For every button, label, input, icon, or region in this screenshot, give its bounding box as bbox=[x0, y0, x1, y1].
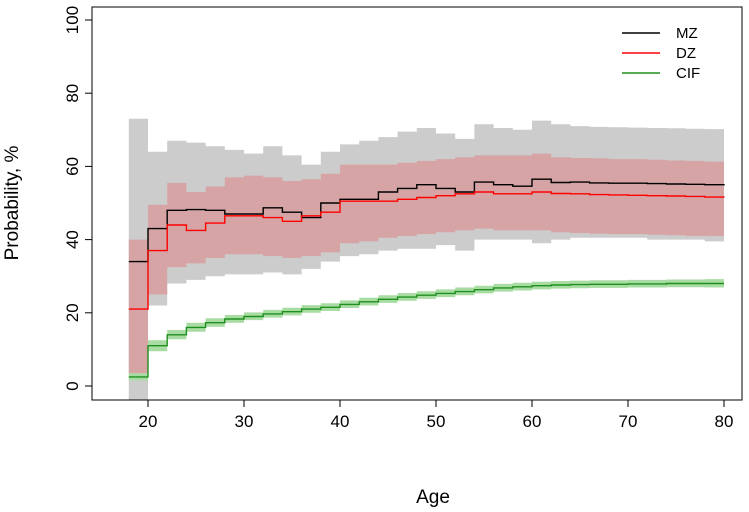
x-tick-label: 80 bbox=[715, 412, 734, 431]
legend-label-cif: CIF bbox=[676, 65, 700, 82]
x-tick-label: 50 bbox=[427, 412, 446, 431]
x-axis-label: Age bbox=[416, 487, 450, 508]
x-axis: 20 30 40 50 60 70 80 bbox=[139, 399, 734, 431]
y-axis: 0 20 40 60 80 100 bbox=[63, 6, 93, 391]
x-tick-label: 20 bbox=[139, 412, 158, 431]
x-tick-label: 70 bbox=[619, 412, 638, 431]
confidence-bands bbox=[128, 118, 725, 400]
x-tick-label: 40 bbox=[331, 412, 350, 431]
series-lines bbox=[128, 178, 725, 378]
y-tick-label: 40 bbox=[63, 230, 82, 249]
legend: MZ DZ CIF bbox=[622, 25, 700, 82]
x-tick-label: 60 bbox=[523, 412, 542, 431]
y-tick-label: 60 bbox=[63, 157, 82, 176]
line-mz bbox=[128, 178, 725, 263]
y-axis-label: Probability, % bbox=[2, 146, 23, 261]
line-dz bbox=[128, 191, 725, 310]
y-tick-label: 100 bbox=[63, 6, 82, 34]
x-tick-label: 30 bbox=[235, 412, 254, 431]
legend-label-mz: MZ bbox=[676, 25, 698, 42]
band-cif bbox=[128, 278, 725, 381]
y-tick-label: 80 bbox=[63, 84, 82, 103]
y-tick-label: 0 bbox=[63, 381, 82, 390]
legend-label-dz: DZ bbox=[676, 45, 696, 62]
line-cif bbox=[128, 282, 724, 378]
y-tick-label: 20 bbox=[63, 303, 82, 322]
